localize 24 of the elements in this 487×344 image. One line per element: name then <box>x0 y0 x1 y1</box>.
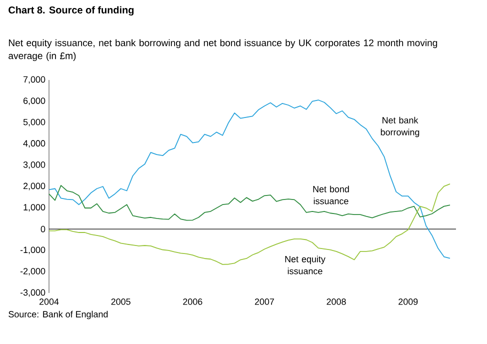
x-tick-label: 2007 <box>254 298 274 305</box>
x-tick-label: 2006 <box>183 298 202 305</box>
y-tick-label: 2,000 <box>23 182 46 190</box>
y-tick-label: 3,000 <box>23 161 46 169</box>
x-tick-label: 2004 <box>39 298 59 305</box>
x-tick-label: 2009 <box>398 298 418 305</box>
y-tick-label: 4,000 <box>23 140 46 148</box>
y-tick-label: -2,000 <box>20 268 46 276</box>
y-tick-label: -1,000 <box>20 246 46 254</box>
y-tick-label: 1,000 <box>24 204 46 212</box>
annotation: Net bank borrowing <box>380 116 420 138</box>
y-tick-label: 6,000 <box>23 98 46 105</box>
chart-subtitle: Net equity issuance, net bank borrowing and net bond issuance by UK corporates 12 month moving average (in £m) <box>8 39 438 62</box>
annotation: Net bond issuance <box>313 186 349 204</box>
y-tick-label: 0 <box>40 226 46 232</box>
y-tick-label: -3,000 <box>20 289 46 297</box>
chart-title: Chart 8. Source of funding <box>8 6 134 16</box>
annotation: Net equity issuance <box>285 256 326 274</box>
x-tick-label: 2008 <box>326 298 346 305</box>
line-series <box>48 184 450 221</box>
y-tick-label: 5,000 <box>23 118 46 126</box>
y-tick-label: 7,000 <box>23 76 46 84</box>
source-note: Source: Bank of England <box>8 310 108 320</box>
x-tick-label: 2005 <box>111 298 130 305</box>
